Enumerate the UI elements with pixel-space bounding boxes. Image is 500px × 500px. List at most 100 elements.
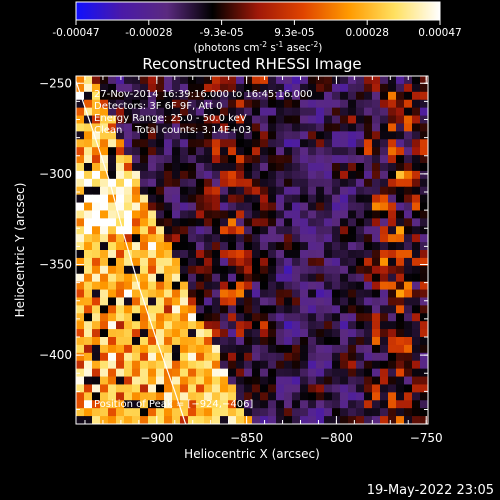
heatmap-cell: [284, 265, 293, 275]
heatmap-cell: [140, 218, 149, 227]
heatmap-cell: [292, 139, 301, 148]
heatmap-cell: [308, 313, 317, 322]
heatmap-cell: [228, 250, 237, 259]
heatmap-cell: [164, 242, 173, 251]
heatmap-cell: [140, 242, 149, 251]
heatmap-cell: [180, 234, 189, 243]
heatmap-cell: [108, 392, 117, 401]
heatmap-cell: [228, 344, 237, 354]
heatmap-cell: [228, 392, 237, 401]
heatmap-cell: [236, 226, 245, 235]
heatmap-cell: [180, 115, 189, 125]
heatmap-cell: [196, 368, 205, 378]
heatmap-cell: [340, 115, 349, 125]
heatmap-cell: [228, 139, 237, 148]
heatmap-cell: [380, 107, 389, 117]
heatmap-cell: [268, 210, 277, 219]
heatmap-cell: [108, 226, 117, 235]
heatmap-cell: [196, 170, 205, 180]
heatmap-cell: [244, 131, 253, 140]
heatmap-cell: [396, 289, 405, 299]
heatmap-cell: [124, 305, 133, 314]
heatmap-cell: [284, 155, 293, 164]
heatmap-cell: [156, 186, 165, 196]
heatmap-cell: [172, 170, 181, 180]
heatmap-cell: [284, 297, 293, 306]
heatmap-cell: [372, 313, 381, 322]
heatmap-cell: [204, 384, 213, 393]
heatmap-cell: [356, 155, 365, 164]
heatmap-cell: [172, 400, 181, 409]
heatmap-cell: [172, 321, 181, 330]
heatmap-cell: [196, 416, 205, 424]
heatmap-cell: [348, 392, 357, 401]
heatmap-cell: [300, 265, 309, 275]
heatmap-cell: [164, 392, 173, 401]
heatmap-cell: [364, 392, 373, 401]
heatmap-cell: [380, 352, 389, 362]
heatmap-cell: [380, 329, 389, 338]
heatmap-cell: [228, 337, 237, 346]
heatmap-cell: [244, 337, 253, 346]
heatmap-cell: [284, 226, 293, 235]
heatmap-cell: [244, 250, 253, 259]
heatmap-cell: [228, 163, 237, 172]
heatmap-cell: [236, 163, 245, 172]
heatmap-cell: [204, 202, 213, 212]
heatmap-cell: [364, 352, 373, 362]
heatmap-cell: [332, 329, 341, 338]
heatmap-cell: [196, 83, 205, 93]
heatmap-cell: [236, 313, 245, 322]
heatmap-cell: [212, 178, 221, 188]
heatmap-cell: [300, 384, 309, 393]
heatmap-cell: [332, 186, 341, 196]
heatmap-cell: [252, 234, 261, 243]
heatmap-cell: [404, 115, 413, 125]
heatmap-cell: [132, 218, 141, 227]
heatmap-cell: [276, 194, 285, 204]
heatmap-cell: [108, 305, 117, 314]
heatmap-cell: [260, 281, 269, 291]
heatmap-cell: [76, 416, 85, 424]
heatmap-cell: [300, 313, 309, 322]
heatmap-cell: [348, 416, 357, 424]
heatmap-cell: [284, 352, 293, 362]
heatmap-cell: [84, 155, 93, 164]
heatmap-cell: [276, 115, 285, 125]
heatmap-cell: [228, 273, 237, 283]
heatmap-cell: [172, 265, 181, 275]
heatmap-cell: [252, 305, 261, 314]
heatmap-cell: [92, 392, 101, 401]
heatmap-cell: [364, 107, 373, 117]
heatmap-cell: [228, 218, 237, 227]
heatmap-cell: [276, 344, 285, 354]
heatmap-cell: [308, 281, 317, 291]
heatmap-cell: [108, 76, 117, 85]
heatmap-cell: [76, 408, 85, 417]
heatmap-cell: [396, 400, 405, 409]
heatmap-cell: [100, 107, 109, 117]
heatmap-cell: [92, 155, 101, 164]
heatmap-cell: [420, 107, 428, 117]
heatmap-cell: [252, 99, 261, 109]
heatmap-cell: [316, 321, 325, 330]
heatmap-cell: [212, 321, 221, 330]
heatmap-cell: [116, 178, 125, 188]
heatmap-cell: [316, 305, 325, 314]
heatmap-cell: [156, 368, 165, 378]
heatmap-cell: [204, 107, 213, 117]
heatmap-cell: [308, 400, 317, 409]
heatmap-cell: [236, 344, 245, 354]
heatmap-cell: [252, 337, 261, 346]
heatmap-cell: [244, 416, 253, 424]
heatmap-cell: [148, 99, 157, 109]
heatmap-cell: [140, 352, 149, 362]
heatmap-cell: [404, 408, 413, 417]
heatmap-cell: [220, 210, 229, 219]
heatmap-cell: [172, 76, 181, 85]
heatmap-cell: [332, 139, 341, 148]
heatmap-cell: [236, 265, 245, 275]
heatmap-cell: [340, 83, 349, 93]
heatmap-cell: [116, 329, 125, 338]
heatmap-cell: [420, 360, 428, 370]
